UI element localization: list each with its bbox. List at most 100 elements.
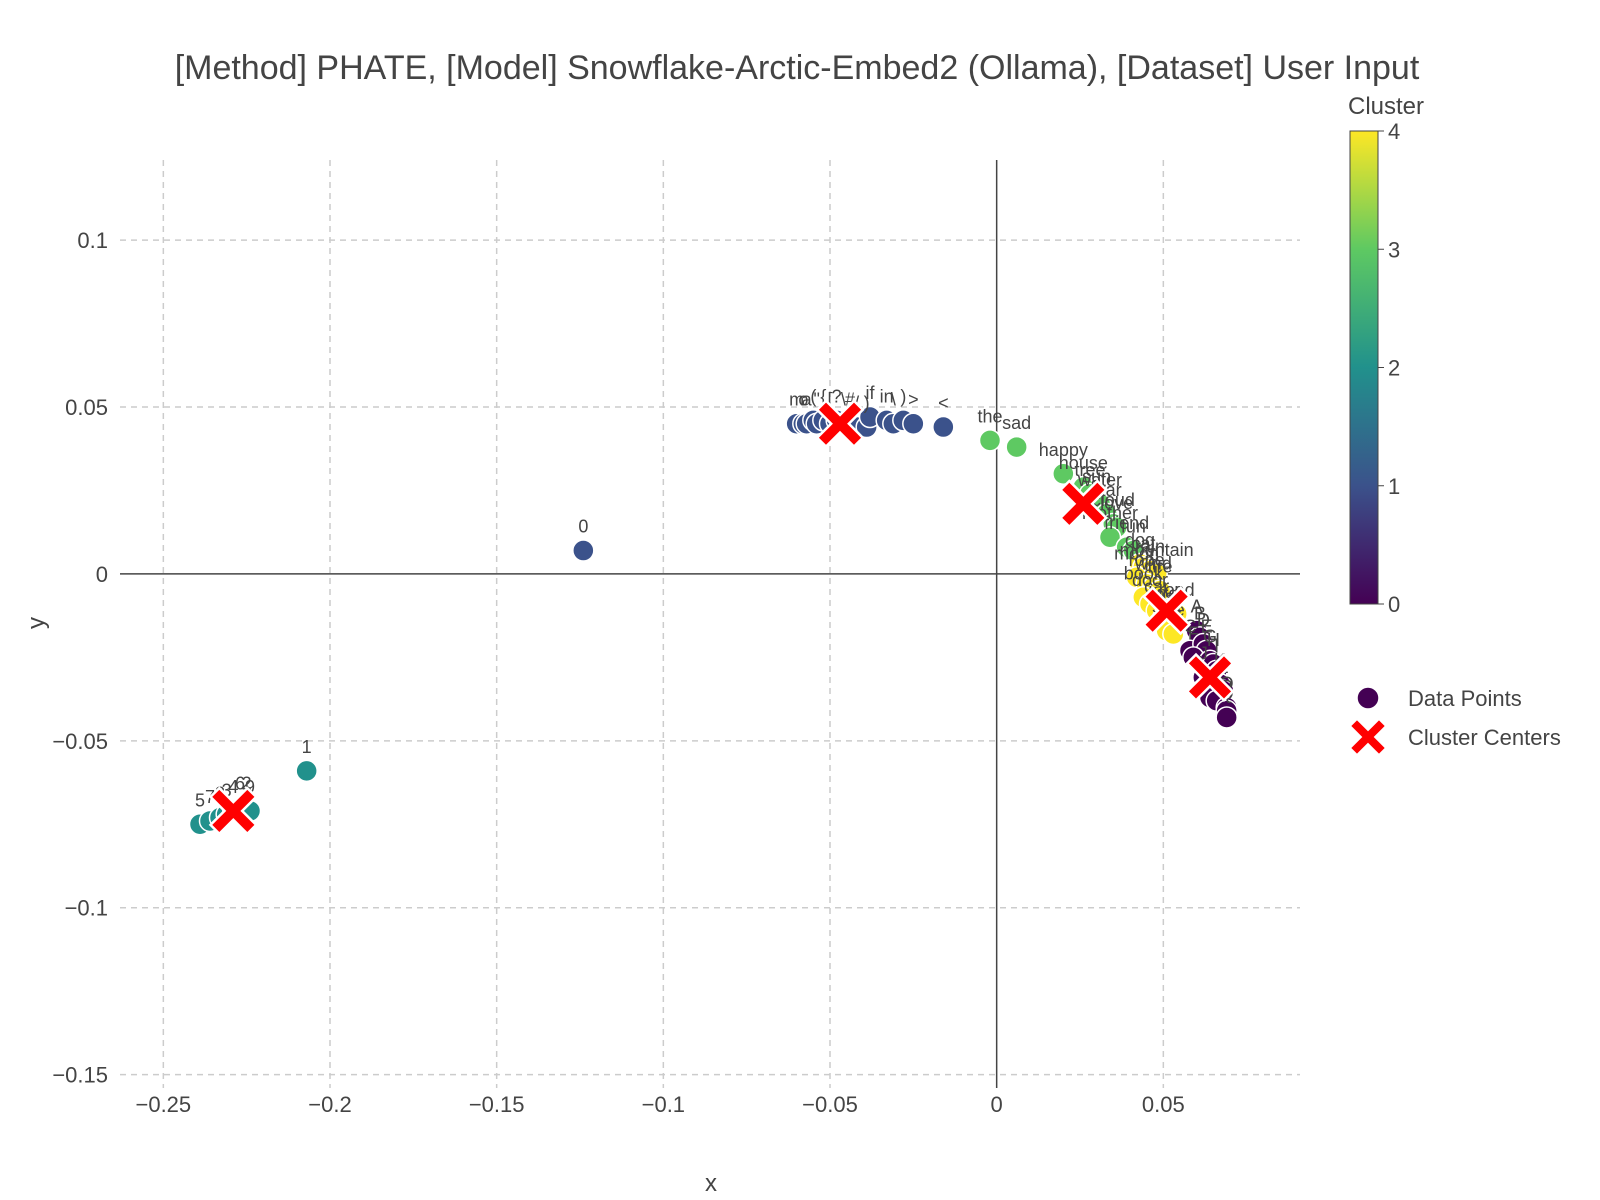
point-label: sad bbox=[1002, 413, 1031, 433]
cluster-center-mark bbox=[818, 402, 862, 445]
y-tick-label: −0.15 bbox=[52, 1063, 108, 1088]
cluster-center-mark bbox=[1188, 656, 1232, 699]
point-label: a bbox=[802, 390, 813, 410]
point-label: ( bbox=[810, 386, 816, 406]
legend-data-points-marker bbox=[1356, 686, 1380, 710]
point-label: \ bbox=[891, 390, 896, 410]
point-label: moon bbox=[1114, 543, 1159, 563]
x-tick-label: 0.05 bbox=[1142, 1092, 1185, 1117]
y-tick-labels: 0.1 0.05 0 −0.05 −0.1 −0.15 bbox=[52, 228, 108, 1088]
point-label: mountain bbox=[1120, 540, 1194, 560]
point-label: " bbox=[813, 390, 819, 410]
y-axis-label: y bbox=[23, 617, 50, 629]
point-label: dog bbox=[1125, 530, 1155, 550]
colorbar-ticks: 0 1 2 3 4 bbox=[1378, 119, 1400, 617]
point-label: book bbox=[1124, 563, 1164, 583]
point-label: # bbox=[845, 390, 855, 410]
data-point bbox=[902, 412, 925, 435]
cluster-center-mark bbox=[212, 789, 255, 833]
point-label: [ bbox=[827, 390, 832, 410]
zero-axes bbox=[120, 160, 1300, 1088]
y-tick-label: 0 bbox=[96, 562, 108, 587]
point-labels: 0157834629moa("{[?\#/)ifin\)><thesadhapp… bbox=[195, 383, 1234, 810]
cluster-center bbox=[1142, 586, 1192, 636]
point-label: cat bbox=[1131, 533, 1155, 553]
colorbar-tick-label: 4 bbox=[1388, 119, 1400, 144]
point-label: ) bbox=[864, 393, 870, 413]
x-tick-label: −0.25 bbox=[135, 1092, 191, 1117]
point-label: tree bbox=[1074, 460, 1105, 480]
point-label: wind bbox=[1134, 553, 1172, 573]
cluster-center bbox=[1185, 652, 1235, 703]
colorbar-tick-label: 1 bbox=[1388, 474, 1400, 499]
x-tick-label: 0 bbox=[991, 1092, 1003, 1117]
x-axis-label: x bbox=[705, 1170, 717, 1197]
point-label: B bbox=[1194, 603, 1206, 623]
point-label: o bbox=[798, 390, 808, 410]
point-label: rain bbox=[1135, 537, 1165, 557]
y-tick-label: −0.05 bbox=[52, 729, 108, 754]
legend: Data Points Cluster Centers bbox=[1351, 686, 1561, 754]
data-point bbox=[572, 539, 595, 562]
point-label: sun bbox=[1082, 466, 1111, 486]
point-label: love bbox=[1100, 493, 1133, 513]
y-tick-label: 0.05 bbox=[65, 395, 108, 420]
cluster-centers bbox=[208, 399, 1235, 836]
point-label: house bbox=[1059, 453, 1108, 473]
point-label: 2 bbox=[242, 774, 252, 794]
data-point bbox=[295, 759, 318, 783]
point-label: J bbox=[1199, 643, 1208, 663]
colorbar-tick-label: 2 bbox=[1388, 356, 1400, 381]
point-label: D bbox=[1197, 610, 1210, 630]
data-point bbox=[978, 429, 1002, 452]
colorbar-tick-label: 0 bbox=[1388, 592, 1400, 617]
point-label: door bbox=[1132, 570, 1168, 590]
legend-data-points-label: Data Points bbox=[1408, 686, 1522, 711]
point-label: I bbox=[1214, 637, 1219, 657]
cluster-center-mark bbox=[1062, 482, 1105, 525]
y-tick-label: −0.1 bbox=[65, 896, 108, 921]
point-label: the bbox=[977, 406, 1002, 426]
x-tick-label: −0.15 bbox=[469, 1092, 525, 1117]
point-label: 9 bbox=[245, 777, 255, 797]
cluster-center-mark bbox=[1145, 589, 1188, 632]
point-label: 5 bbox=[195, 790, 205, 810]
point-label: > bbox=[908, 390, 919, 410]
point-label: 1 bbox=[302, 737, 312, 757]
data-point bbox=[1052, 462, 1075, 486]
point-label: if bbox=[866, 383, 876, 403]
point-label: \ bbox=[841, 390, 846, 410]
point-label: rope bbox=[1129, 550, 1165, 570]
point-label: < bbox=[938, 393, 949, 413]
point-label: ) bbox=[900, 386, 906, 406]
point-label: { bbox=[820, 386, 826, 406]
colorbar-tick-label: 3 bbox=[1388, 237, 1400, 262]
legend-cluster-centers-marker bbox=[1351, 720, 1385, 754]
point-label: H bbox=[1207, 630, 1220, 650]
x-tick-label: −0.05 bbox=[802, 1092, 858, 1117]
cluster-center bbox=[1058, 479, 1108, 529]
point-label: G bbox=[1203, 627, 1217, 647]
point-label: 3 bbox=[222, 780, 232, 800]
point-label: E bbox=[1201, 617, 1213, 637]
point-label: 4 bbox=[228, 777, 238, 797]
colorbar bbox=[1349, 130, 1379, 605]
data-point bbox=[1098, 525, 1122, 549]
point-label: m bbox=[789, 390, 804, 410]
x-tick-label: −0.2 bbox=[308, 1092, 351, 1117]
point-label: water bbox=[1077, 470, 1122, 490]
point-label: fun bbox=[1121, 517, 1146, 537]
colorbar-title: Cluster bbox=[1348, 93, 1424, 120]
cluster-center bbox=[815, 399, 865, 449]
x-tick-label: −0.1 bbox=[642, 1092, 685, 1117]
cluster-center bbox=[208, 786, 258, 836]
chart-title: [Method] PHATE, [Model] Snowflake-Arctic… bbox=[175, 49, 1420, 87]
point-label: friend bbox=[1104, 513, 1149, 533]
point-label: 0 bbox=[578, 517, 588, 537]
grid-lines bbox=[120, 160, 1300, 1088]
point-label: in bbox=[880, 386, 894, 406]
data-point bbox=[932, 415, 955, 439]
point-label: ? bbox=[832, 386, 842, 406]
x-tick-labels: −0.25 −0.2 −0.15 −0.1 −0.05 0 0.05 bbox=[135, 1092, 1184, 1117]
